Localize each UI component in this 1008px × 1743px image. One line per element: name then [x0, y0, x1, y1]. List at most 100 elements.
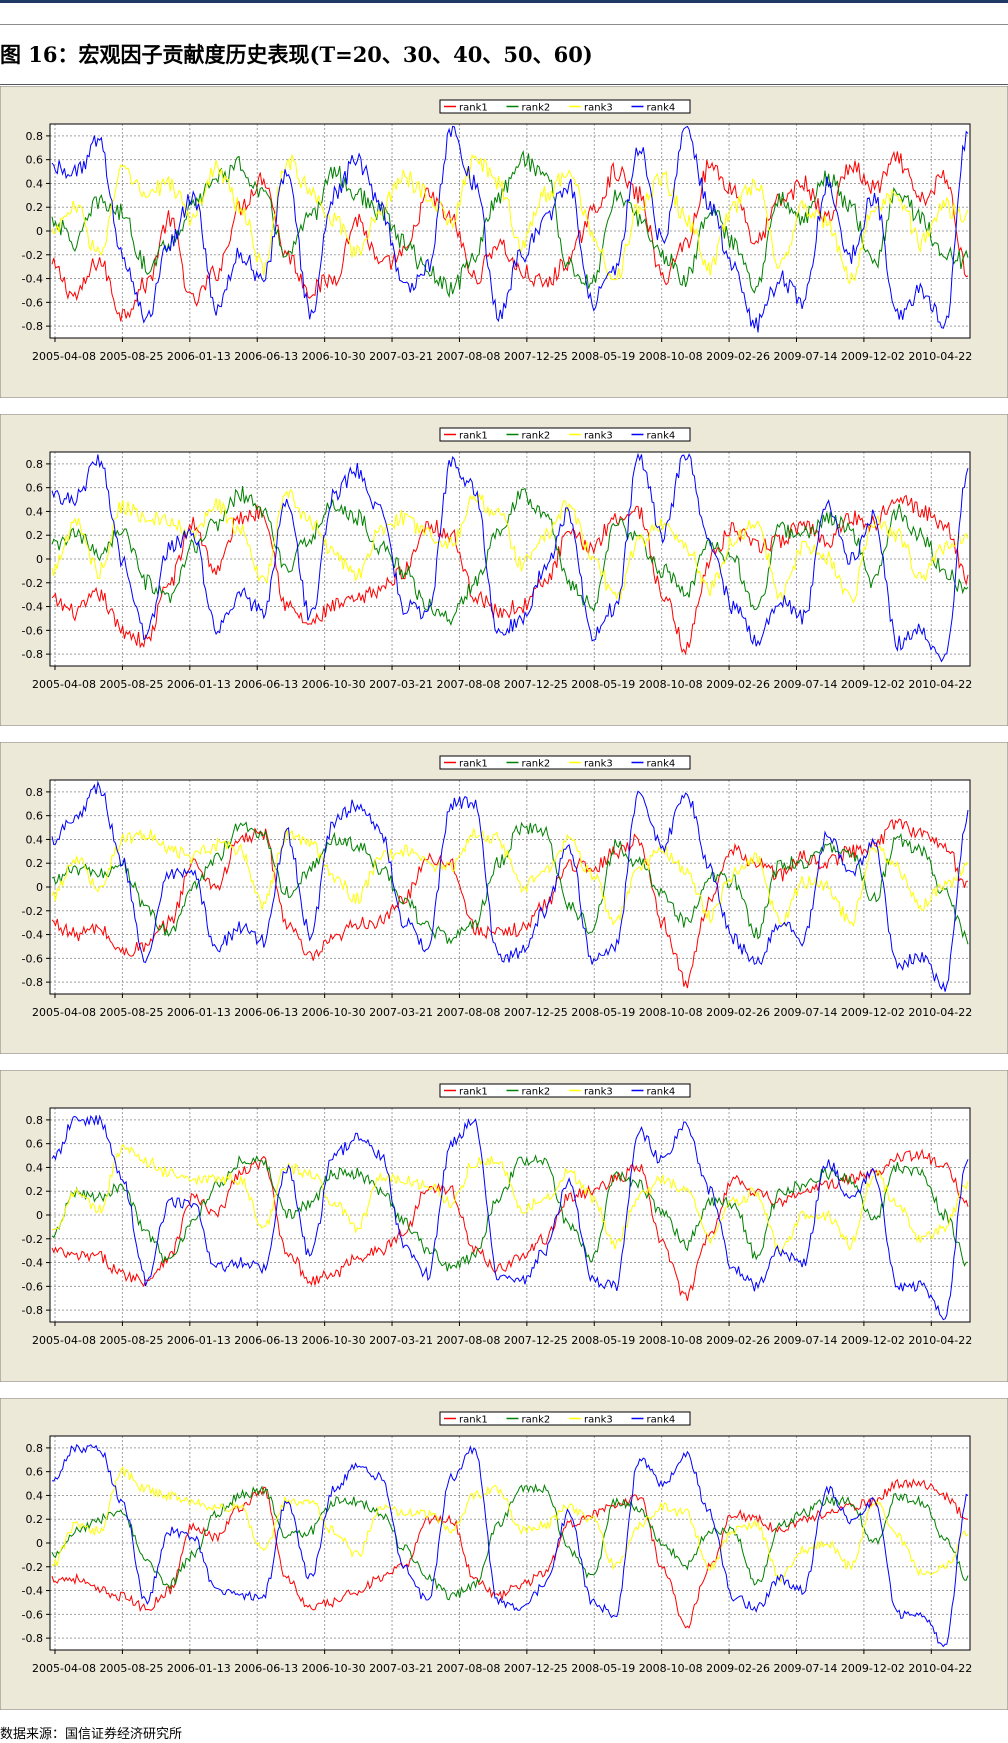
x-tick-label: 2008-10-08 [639, 1006, 703, 1019]
legend-label-rank1: rank1 [459, 759, 488, 770]
legend-label-rank1: rank1 [459, 431, 488, 442]
x-tick-label: 2009-07-14 [774, 1006, 838, 1019]
y-tick-label: -0.8 [22, 976, 43, 989]
series-line-rank4 [51, 1114, 969, 1321]
legend: rank1 rank2 rank3 rank4 [439, 427, 691, 442]
x-tick-label: 2006-01-13 [167, 678, 231, 691]
y-tick-label: -0.2 [22, 905, 43, 918]
y-tick-label: -0.4 [22, 1585, 43, 1598]
series-line-rank1 [51, 818, 969, 989]
series-line-rank4 [51, 125, 969, 333]
x-tick-label: 2005-08-25 [99, 1006, 163, 1019]
x-tick-label: 2008-10-08 [639, 350, 703, 363]
x-tick-label: 2007-03-21 [369, 1006, 433, 1019]
series-line-rank2 [51, 821, 969, 945]
x-tick-label: 2009-12-02 [841, 350, 905, 363]
chart-panel-t30: 0.8 0.6 0.4 0.2 0 -0.2 -0.4 -0.6 -0.8 2005-04-08 2… [0, 414, 1008, 726]
y-tick-label: 0.4 [26, 833, 44, 846]
x-tick-label: 2006-06-13 [234, 1006, 298, 1019]
y-tick-label: -0.4 [22, 601, 43, 614]
figure-title: 图 16：宏观因子贡献度历史表现(T=20、30、40、50、60) [0, 42, 593, 67]
plot-border [49, 779, 971, 995]
legend-label-rank3: rank3 [584, 103, 613, 114]
x-tick-label: 2006-06-13 [234, 678, 298, 691]
y-tick-label: 0 [36, 881, 43, 894]
x-tick-label: 2005-08-25 [99, 1334, 163, 1347]
legend: rank1 rank2 rank3 rank4 [439, 755, 691, 770]
y-tick-label: 0.8 [26, 458, 44, 471]
x-tick-label: 2009-12-02 [841, 678, 905, 691]
chart-panel-t50: 0.8 0.6 0.4 0.2 0 -0.2 -0.4 -0.6 -0.8 2005-04-08 2… [0, 1070, 1008, 1382]
x-tick-label: 2010-04-22 [908, 678, 972, 691]
y-tick-label: 0 [36, 553, 43, 566]
x-tick-label: 2006-10-30 [302, 350, 366, 363]
x-tick-label: 2007-03-21 [369, 350, 433, 363]
x-tick-label: 2007-08-08 [436, 350, 500, 363]
x-tick-label: 2006-01-13 [167, 1006, 231, 1019]
x-tick-label: 2007-08-08 [436, 1662, 500, 1675]
y-tick-label: -0.8 [22, 1304, 43, 1317]
series-line-rank3 [51, 153, 969, 285]
x-tick-label: 2009-02-26 [706, 678, 770, 691]
x-tick-label: 2005-04-08 [32, 1662, 96, 1675]
x-tick-label: 2009-12-02 [841, 1006, 905, 1019]
x-tick-label: 2005-04-08 [32, 678, 96, 691]
x-tick-label: 2006-06-13 [234, 1334, 298, 1347]
chart-panel-t60: 0.8 0.6 0.4 0.2 0 -0.2 -0.4 -0.6 -0.8 2005-04-08 2… [0, 1398, 1008, 1710]
x-tick-label: 2010-04-22 [908, 1006, 972, 1019]
y-tick-label: 0.4 [26, 505, 44, 518]
y-tick-label: 0.8 [26, 130, 44, 143]
x-tick-label: 2008-10-08 [639, 678, 703, 691]
y-tick-label: 0.2 [26, 529, 44, 542]
x-tick-label: 2007-03-21 [369, 1334, 433, 1347]
x-tick-label: 2005-08-25 [99, 1662, 163, 1675]
x-tick-label: 2006-10-30 [302, 1662, 366, 1675]
legend-box [439, 99, 691, 114]
x-tick-label: 2006-06-13 [234, 350, 298, 363]
legend-label-rank2: rank2 [522, 1087, 551, 1098]
x-tick-label: 2009-07-14 [774, 350, 838, 363]
legend-label-rank3: rank3 [584, 1415, 613, 1426]
x-tick-label: 2005-08-25 [99, 678, 163, 691]
y-tick-label: 0 [36, 1209, 43, 1222]
x-tick-label: 2007-12-25 [504, 350, 568, 363]
grid [50, 780, 970, 994]
y-tick-label: 0.8 [26, 786, 44, 799]
title-rule [0, 84, 1008, 85]
chart-panel-t40: 0.8 0.6 0.4 0.2 0 -0.2 -0.4 -0.6 -0.8 2005-04-08 2… [0, 742, 1008, 1054]
legend: rank1 rank2 rank3 rank4 [439, 1083, 691, 1098]
y-tick-label: -0.4 [22, 929, 43, 942]
y-tick-label: 0 [36, 225, 43, 238]
y-tick-label: -0.6 [22, 1608, 43, 1621]
x-tick-label: 2010-04-22 [908, 350, 972, 363]
y-tick-label: 0.8 [26, 1442, 44, 1455]
y-tick-label: -0.2 [22, 249, 43, 262]
series-line-rank2 [51, 149, 969, 299]
plot-border [49, 1107, 971, 1323]
chart-panel-t20: 0.8 0.6 0.4 0.2 0 -0.2 -0.4 -0.6 -0.8 2005-04-08 2… [0, 86, 1008, 398]
series-line-rank2 [51, 1154, 969, 1272]
x-tick-label: 2008-10-08 [639, 1334, 703, 1347]
y-tick-label: -0.8 [22, 648, 43, 661]
y-tick-label: -0.8 [22, 320, 43, 333]
x-tick-label: 2005-08-25 [99, 350, 163, 363]
series-group [51, 125, 969, 333]
y-tick-label: 0.4 [26, 1489, 44, 1502]
y-tick-label: -0.4 [22, 273, 43, 286]
x-tick-label: 2009-02-26 [706, 1006, 770, 1019]
series-group [51, 1443, 969, 1648]
series-line-rank4 [51, 1443, 969, 1648]
y-tick-label: 0.8 [26, 1114, 44, 1127]
legend-label-rank1: rank1 [459, 1087, 488, 1098]
y-tick-label: 0.4 [26, 177, 44, 190]
x-tick-label: 2009-12-02 [841, 1334, 905, 1347]
y-tick-label: 0.2 [26, 1513, 44, 1526]
header-bar [0, 0, 1008, 3]
x-tick-label: 2007-03-21 [369, 1662, 433, 1675]
plot-border [49, 451, 971, 667]
x-tick-label: 2005-04-08 [32, 350, 96, 363]
legend-box [439, 427, 691, 442]
